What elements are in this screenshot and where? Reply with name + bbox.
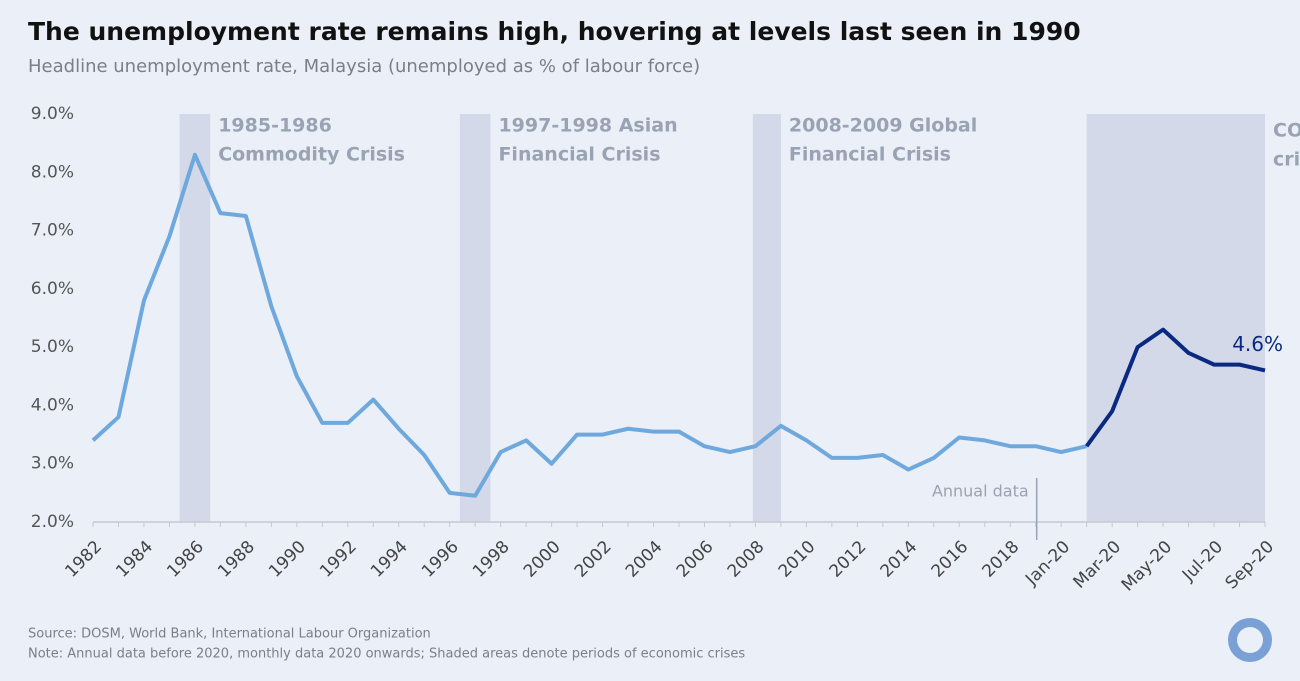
x-tick-label: Jan-20 xyxy=(1021,537,1074,590)
chart-title: The unemployment rate remains high, hove… xyxy=(28,17,1081,46)
crisis-label: 1985-1986 xyxy=(218,115,332,137)
x-tick-label: 2018 xyxy=(979,537,1024,582)
crisis-label: Commodity Crisis xyxy=(218,144,405,166)
y-tick-label: 3.0% xyxy=(31,454,74,474)
x-tick-label: May-20 xyxy=(1118,537,1176,595)
data-label: 4.6% xyxy=(1232,332,1283,356)
x-tick-label: 2008 xyxy=(724,537,769,582)
annotation: Annual data xyxy=(932,482,1029,501)
y-tick-label: 6.0% xyxy=(31,279,74,299)
line-series xyxy=(1085,327,1266,448)
y-tick-label: 8.0% xyxy=(31,162,74,182)
x-tick-label: 2014 xyxy=(877,537,922,582)
logo xyxy=(1228,618,1272,662)
x-tick-label: 1998 xyxy=(469,537,514,582)
source: Source: DOSM, World Bank, International … xyxy=(28,627,431,642)
crisis-label: 2008-2009 Global xyxy=(789,115,977,137)
x-tick-label: 1994 xyxy=(367,537,412,582)
x-tick-label: 2006 xyxy=(673,537,718,582)
x-tick-label: 1988 xyxy=(214,537,259,582)
x-tick-label: Jul-20 xyxy=(1178,537,1227,586)
y-tick-label: 7.0% xyxy=(31,221,74,241)
crisis-label: Financial Crisis xyxy=(498,144,660,166)
x-tick-label: 1986 xyxy=(163,537,208,582)
crisis-band xyxy=(1086,114,1265,522)
note: Note: Annual data before 2020, monthly d… xyxy=(28,647,745,662)
x-tick-label: Sep-20 xyxy=(1222,537,1278,593)
line-series xyxy=(91,152,1088,498)
crisis-band xyxy=(752,114,781,522)
crisis-label: COVID-19 xyxy=(1273,120,1300,142)
y-tick-label: 2.0% xyxy=(31,512,74,532)
logo-inner xyxy=(1237,627,1263,653)
x-tick-label: 2016 xyxy=(928,537,973,582)
x-tick-label: 2012 xyxy=(826,537,871,582)
crisis-label: crisis xyxy=(1273,149,1300,171)
x-tick-label: 1992 xyxy=(316,537,361,582)
chart-subtitle: Headline unemployment rate, Malaysia (un… xyxy=(28,56,700,77)
x-tick-label: 1982 xyxy=(61,537,106,582)
x-tick-label: Mar-20 xyxy=(1070,537,1126,593)
crisis-band xyxy=(459,114,491,522)
y-tick-label: 4.0% xyxy=(31,395,74,415)
x-tick-label: 2010 xyxy=(775,537,820,582)
crisis-label: 1997-1998 Asian xyxy=(498,115,677,137)
x-tick-label: 1984 xyxy=(112,537,157,582)
y-tick-label: 5.0% xyxy=(31,337,74,357)
y-tick-label: 9.0% xyxy=(31,104,74,124)
x-tick-label: 1996 xyxy=(418,537,463,582)
x-tick-label: 2004 xyxy=(622,537,667,582)
x-tick-label: 2000 xyxy=(520,537,565,582)
x-tick-label: 1990 xyxy=(265,537,310,582)
crisis-label: Financial Crisis xyxy=(789,144,951,166)
x-tick-label: 2002 xyxy=(571,537,616,582)
